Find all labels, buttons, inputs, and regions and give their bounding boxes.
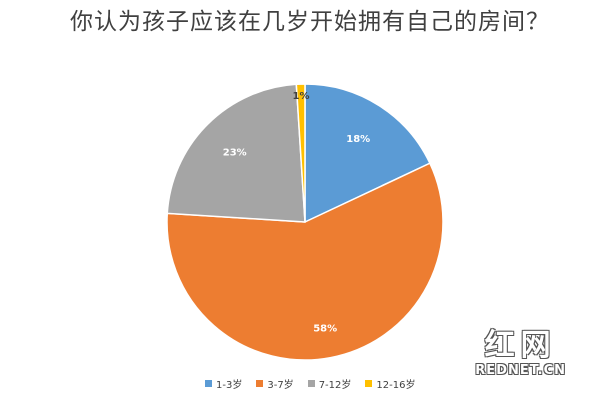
pie-slice-3-7岁 [166, 162, 444, 361]
data-label-7-12岁: 23% [223, 148, 247, 159]
watermark-site: REDNET.CN [475, 363, 566, 378]
legend-label: 7-12岁 [318, 380, 352, 391]
legend-swatch [307, 380, 315, 387]
legend-label: 1-3岁 [216, 380, 243, 391]
data-label-3-7岁: 58% [313, 324, 337, 335]
pie-slice-7-12岁 [166, 83, 306, 223]
legend-item-1-3岁: 1-3岁 [205, 376, 242, 391]
legend-swatch [205, 380, 212, 387]
legend-swatch [365, 380, 373, 387]
watermark-logo: 红网 [484, 328, 557, 363]
data-label-12-16岁: 1% [293, 91, 310, 102]
legend-item-3-7岁: 3-7岁 [256, 376, 294, 391]
pie-slice-1-3岁 [304, 83, 431, 224]
pie-labels: 18% 58% 23% 1% [223, 91, 370, 335]
legend-item-12-16岁: 12-16岁 [365, 376, 415, 391]
data-label-1-3岁: 18% [346, 134, 370, 145]
watermark: 红网 REDNET.CN [475, 328, 566, 379]
legend-swatch [256, 380, 264, 387]
legend-label: 3-7岁 [267, 380, 294, 391]
legend-label: 12-16岁 [376, 380, 416, 391]
legend-item-7-12岁: 7-12岁 [307, 376, 352, 391]
chart-title: 你认为孩子应该在几岁开始拥有自己的房间？ [70, 9, 550, 35]
chart-legend: 1-3岁 3-7岁 7-12岁 12-16岁 [205, 376, 415, 391]
pie-slice-12-16岁 [295, 83, 306, 223]
pie-slices [166, 83, 444, 361]
